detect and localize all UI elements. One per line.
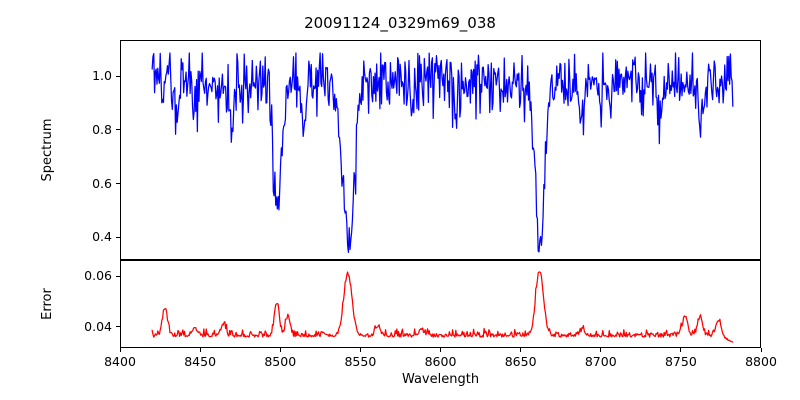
x-axis-tick-label: 8600: [424, 354, 457, 369]
x-axis-tick-label: 8500: [264, 354, 297, 369]
x-axis-tick-mark: [359, 348, 361, 352]
x-axis-tick-label: 8750: [664, 354, 697, 369]
spectrum-plot-area: [120, 40, 761, 260]
x-axis-tick-mark: [199, 348, 201, 352]
error-line-series: [121, 261, 760, 347]
x-axis-tick-mark: [520, 348, 522, 352]
x-axis-tick-mark: [119, 348, 121, 352]
x-axis-tick-mark: [600, 348, 602, 352]
page-title: 20091124_0329m69_038: [304, 14, 496, 32]
x-axis-tick-mark: [680, 348, 682, 352]
x-axis-tick-label: 8800: [745, 354, 777, 369]
x-axis-tick-label: 8550: [344, 354, 377, 369]
x-axis-tick-mark: [440, 348, 442, 352]
spectrum-line-series: [121, 41, 760, 259]
x-axis-tick-label: 8400: [104, 354, 136, 369]
x-axis-tick-mark: [760, 348, 762, 352]
error-plot-area: [120, 260, 761, 348]
spectrum-axis-label: Spectrum: [40, 118, 55, 182]
x-axis-tick-label: 8650: [504, 354, 537, 369]
x-axis-label: Wavelength: [401, 372, 480, 387]
error-y-axis: 0.04 0.06: [0, 0, 120, 400]
error-axis-label: Error: [40, 288, 55, 320]
x-axis-tick-labels: 8400 8450 8500 8550 8600 8650 8700 8750 8800: [0, 354, 800, 374]
x-axis-tick-label: 8450: [184, 354, 217, 369]
x-axis-tick-label: 8700: [584, 354, 617, 369]
x-axis-tick-mark: [279, 348, 281, 352]
spectrum-y-axis: 0.4 0.6 0.8 1.0: [0, 0, 120, 400]
